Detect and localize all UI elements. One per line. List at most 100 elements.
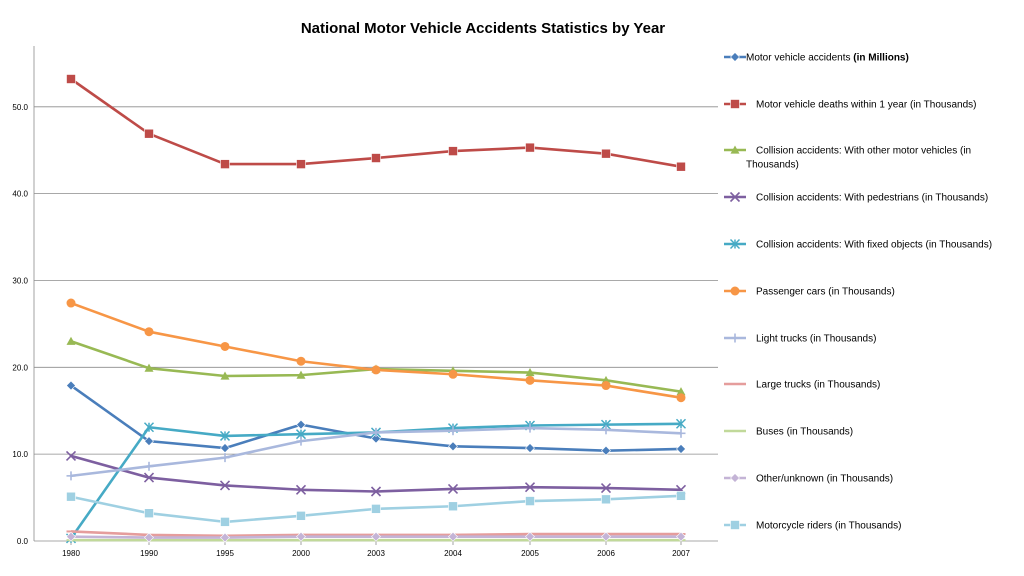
data-point xyxy=(144,508,154,519)
y-tick-label: 0.0 xyxy=(17,537,29,546)
legend-name: Other/unknown xyxy=(756,474,827,485)
series-passenger-cars xyxy=(66,298,686,403)
series-motor-vehicle-accidents xyxy=(66,380,686,456)
data-point xyxy=(144,327,154,337)
legend-marker xyxy=(729,238,741,250)
legend: Motor vehicle accidents (in Millions) Mot… xyxy=(724,52,992,532)
legend-suffix: (in Thousands) xyxy=(922,193,989,204)
data-point xyxy=(220,517,230,527)
legend-item: Buses (in Thousands) xyxy=(724,427,853,438)
legend-name: Passenger cars xyxy=(756,287,828,298)
x-tick-label: 2004 xyxy=(444,549,462,558)
legend-marker xyxy=(729,191,741,203)
legend-item: Motor vehicle deaths within 1 year (in T… xyxy=(724,99,977,111)
legend-marker xyxy=(730,520,740,530)
legend-suffix: (in xyxy=(960,146,971,157)
data-point xyxy=(296,159,306,169)
legend-marker xyxy=(730,145,740,154)
data-point xyxy=(296,419,306,430)
data-point xyxy=(66,380,76,391)
series-motorcycle-riders xyxy=(66,491,686,527)
legend-item: Motor vehicle accidents (in Millions) xyxy=(724,52,909,64)
axes: 0.0 10.0 20.0 30.0 40.0 50.0 1980 1990 1995 2000 2… xyxy=(12,46,718,558)
data-point xyxy=(525,496,535,506)
data-point xyxy=(370,486,382,497)
legend-suffix: (in Thousands) xyxy=(814,380,881,391)
data-point xyxy=(143,422,155,433)
data-point xyxy=(296,370,306,379)
data-point xyxy=(371,153,381,163)
legend-suffix: (in Thousands) xyxy=(910,100,977,111)
series-light-trucks xyxy=(66,423,686,481)
y-tick-label: 30.0 xyxy=(12,276,28,285)
data-point xyxy=(524,482,536,493)
data-point xyxy=(371,531,381,542)
x-tick-label: 1995 xyxy=(216,549,234,558)
data-point xyxy=(448,531,458,542)
data-point xyxy=(601,494,611,505)
data-point xyxy=(676,444,686,454)
y-tick-label: 50.0 xyxy=(12,103,28,112)
legend-item: Collision accidents: With pedestrians (i… xyxy=(724,191,988,204)
legend-label: Buses (in Thousands) xyxy=(756,427,853,438)
chart-title: National Motor Vehicle Accidents Statist… xyxy=(301,20,665,37)
legend-label: Motor vehicle accidents (in Millions) xyxy=(746,53,909,64)
data-point xyxy=(295,484,307,495)
data-point xyxy=(676,531,686,542)
data-point xyxy=(448,426,458,436)
data-point xyxy=(144,532,154,543)
data-point xyxy=(296,531,306,542)
data-point xyxy=(371,433,381,444)
series-motor-vehicle-deaths-within-1-year xyxy=(66,74,686,172)
legend-marker xyxy=(730,333,740,343)
x-tick-label: 2006 xyxy=(597,549,615,558)
legend-label: Collision accidents: With fixed objects … xyxy=(756,240,992,251)
data-point xyxy=(296,511,306,521)
legend-label: Motor vehicle deaths within 1 year (in T… xyxy=(756,100,977,111)
legend-name: Collision accidents: With fixed objects xyxy=(756,240,926,251)
data-point xyxy=(371,504,381,514)
legend-label: Large trucks (in Thousands) xyxy=(756,380,880,391)
data-point xyxy=(220,532,230,543)
y-tick-label: 20.0 xyxy=(12,363,28,372)
data-point xyxy=(448,369,458,379)
legend-suffix: (in Thousands) xyxy=(926,240,993,251)
data-point xyxy=(220,341,230,351)
legend-label: Collision accidents: With other motor ve… xyxy=(746,146,971,171)
data-point xyxy=(296,356,306,366)
data-point xyxy=(144,436,154,447)
legend-marker xyxy=(730,99,740,109)
data-point xyxy=(143,472,155,483)
legend-item: Collision accidents: With fixed objects … xyxy=(724,238,992,251)
series-layer xyxy=(65,74,687,544)
legend-suffix: (in Thousands) xyxy=(827,474,894,485)
legend-label: Light trucks (in Thousands) xyxy=(756,334,876,345)
series-line xyxy=(70,454,682,493)
legend-item: Light trucks (in Thousands) xyxy=(724,333,876,345)
legend-suffix-wrap: Thousands) xyxy=(746,160,799,171)
legend-item: Collision accidents: With other motor ve… xyxy=(724,145,971,171)
data-point xyxy=(525,443,535,454)
legend-label: Collision accidents: With pedestrians (i… xyxy=(756,193,988,204)
data-point xyxy=(601,445,611,456)
legend-name: Motorcycle riders xyxy=(756,521,835,532)
x-tick-label: 2000 xyxy=(292,549,310,558)
legend-name: Motor vehicle deaths within 1 year xyxy=(756,100,910,111)
data-point xyxy=(220,453,230,463)
legend-marker xyxy=(730,473,740,483)
legend-marker xyxy=(730,52,740,62)
data-point xyxy=(525,368,535,377)
data-point xyxy=(66,491,76,502)
legend-suffix: (in Millions) xyxy=(853,53,909,64)
data-point xyxy=(296,436,306,446)
data-point xyxy=(601,381,611,391)
x-tick-label: 1980 xyxy=(62,549,80,558)
x-tick-label: 1990 xyxy=(140,549,158,558)
legend-suffix: (in Thousands) xyxy=(828,287,895,298)
data-point xyxy=(220,371,230,380)
series-line xyxy=(70,301,682,399)
legend-label: Other/unknown (in Thousands) xyxy=(756,474,893,485)
y-tick-label: 10.0 xyxy=(12,450,28,459)
data-point xyxy=(676,161,686,172)
